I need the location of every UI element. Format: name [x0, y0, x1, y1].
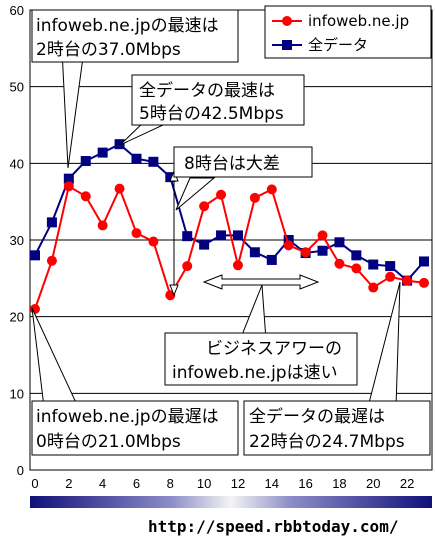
point-all-9	[182, 231, 193, 242]
callout-all-min-line1: 全データの最遅は	[249, 406, 385, 427]
y-tick-label: 10	[10, 386, 24, 401]
point-infoweb-22	[402, 275, 413, 286]
point-infoweb-9	[182, 261, 193, 272]
callout-infoweb-fast-line1: ビジネスアワーの	[206, 339, 342, 359]
callout-infoweb-min-line1: infoweb.ne.jpの最遅は	[36, 407, 219, 427]
point-all-18	[334, 237, 345, 248]
point-infoweb-12	[232, 260, 243, 271]
point-infoweb-11	[216, 189, 227, 200]
callout-all-min: 全データの最遅は 22時台の24.7Mbps	[243, 400, 431, 456]
point-all-14	[266, 254, 277, 265]
x-tick-label: 6	[133, 476, 140, 491]
point-infoweb-2	[63, 181, 74, 192]
point-all-2	[63, 173, 74, 184]
callout-infoweb-max-line1: infoweb.ne.jpの最速は	[36, 16, 219, 36]
point-infoweb-21	[385, 271, 396, 282]
y-tick-label: 60	[10, 3, 24, 18]
point-all-11	[216, 230, 227, 241]
point-infoweb-15	[283, 240, 294, 251]
x-tick-label: 8	[167, 476, 174, 491]
point-all-12	[232, 230, 243, 241]
point-infoweb-5	[114, 183, 125, 194]
point-all-7	[148, 156, 159, 167]
pointer-gap-8	[175, 177, 216, 211]
x-tick-label: 4	[99, 476, 106, 491]
point-all-6	[131, 153, 142, 164]
point-infoweb-14	[266, 184, 277, 195]
callout-all-max: 全データの最速は 5時台の42.5Mbps	[131, 74, 305, 126]
x-tick-label: 20	[366, 476, 380, 491]
callout-infoweb-fast-line2: infoweb.ne.jpは速い	[172, 363, 338, 383]
x-tick-label: 10	[197, 476, 211, 491]
point-all-15	[283, 235, 294, 245]
x-tick-label: 18	[332, 476, 346, 491]
legend: infoweb.ne.jp 全データ	[264, 5, 432, 59]
source-url: http://speed.rbbtoday.com/	[148, 517, 398, 536]
callout-infoweb-max: infoweb.ne.jpの最速は 2時台の37.0Mbps	[31, 9, 239, 63]
point-infoweb-4	[97, 220, 108, 231]
point-all-13	[249, 247, 260, 258]
y-tick-label: 50	[10, 80, 24, 95]
point-all-5	[114, 139, 125, 150]
legend-infoweb-marker	[282, 16, 292, 26]
point-infoweb-7	[148, 236, 159, 247]
x-tick-label: 16	[298, 476, 312, 491]
x-tick-label: 14	[265, 476, 279, 491]
point-all-21	[385, 261, 396, 272]
point-all-4	[97, 147, 108, 158]
point-infoweb-1	[46, 255, 57, 266]
point-all-1	[46, 217, 57, 228]
callout-infoweb-min-line2: 0時台の21.0Mbps	[36, 432, 181, 452]
callout-all-max-line1: 全データの最速は	[139, 80, 275, 101]
callout-all-max-line2: 5時台の42.5Mbps	[139, 104, 284, 124]
point-infoweb-13	[249, 192, 260, 203]
hour-gradient-bar	[30, 496, 432, 508]
y-axis-ticks: 0 10 20 30 40 50 60	[10, 3, 24, 478]
point-infoweb-10	[199, 201, 210, 212]
point-all-10	[199, 239, 210, 250]
legend-infoweb-label: infoweb.ne.jp	[308, 12, 409, 30]
business-hours-arrow	[202, 274, 320, 290]
point-infoweb-0	[30, 304, 40, 314]
y-tick-label: 0	[17, 463, 24, 478]
callout-gap-8: 8時台は大差	[173, 146, 313, 178]
point-infoweb-17	[317, 230, 328, 241]
callout-pointers	[31, 49, 401, 408]
callout-infoweb-min: infoweb.ne.jpの最遅は 0時台の21.0Mbps	[31, 400, 239, 456]
callout-infoweb-max-line2: 2時台の37.0Mbps	[36, 40, 181, 60]
x-tick-label: 22	[400, 476, 414, 491]
x-axis-ticks: 0 2 4 6 8 10 12 14 16 18 20 22	[31, 476, 414, 491]
point-infoweb-19	[351, 263, 362, 274]
point-infoweb-3	[80, 191, 91, 202]
point-infoweb-20	[368, 282, 379, 293]
point-all-0	[30, 250, 40, 261]
point-all-23	[419, 256, 429, 267]
point-infoweb-6	[131, 228, 142, 239]
y-tick-label: 20	[10, 310, 24, 325]
point-infoweb-23	[419, 277, 429, 288]
callout-gap-8-text: 8時台は大差	[184, 154, 280, 174]
point-infoweb-16	[300, 247, 311, 258]
y-tick-label: 30	[10, 233, 24, 248]
point-infoweb-18	[334, 258, 345, 269]
point-all-17	[317, 245, 328, 256]
point-all-19	[351, 250, 362, 261]
legend-all-label: 全データ	[308, 36, 368, 54]
x-tick-label: 2	[65, 476, 72, 491]
callout-all-min-line2: 22時台の24.7Mbps	[249, 432, 405, 452]
x-tick-label: 0	[31, 476, 38, 491]
x-tick-label: 12	[231, 476, 245, 491]
point-all-3	[80, 156, 91, 167]
point-all-8	[165, 172, 176, 183]
callout-infoweb-fast: ビジネスアワーの infoweb.ne.jpは速い	[164, 332, 358, 386]
legend-all-marker	[282, 40, 292, 50]
y-tick-label: 40	[10, 156, 24, 171]
series-layer	[30, 139, 429, 314]
point-all-20	[368, 259, 379, 270]
